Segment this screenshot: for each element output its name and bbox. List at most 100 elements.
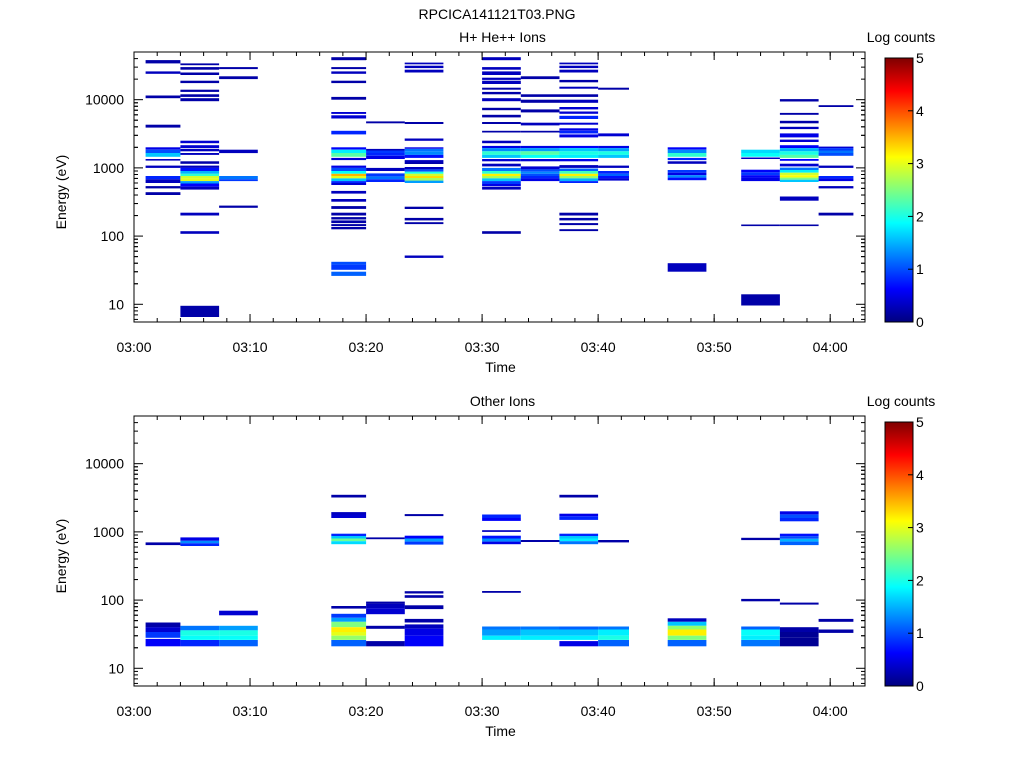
heatmap-cell — [331, 171, 367, 174]
heatmap-cell — [180, 89, 220, 92]
heatmap-cell — [779, 637, 819, 647]
heatmap-cell — [741, 224, 780, 227]
heatmap-cell — [559, 79, 599, 83]
colorbar-tick-label: 4 — [916, 103, 924, 119]
heatmap-cell — [331, 173, 367, 177]
heatmap-cell — [180, 171, 220, 174]
heatmap-cell — [366, 148, 405, 151]
heatmap-cell — [145, 149, 181, 154]
x-tick-label: 03:20 — [349, 703, 384, 719]
heatmap-cell — [779, 511, 819, 515]
heatmap-cell — [404, 178, 444, 181]
heatmap-cell — [331, 261, 367, 265]
heatmap-cell — [331, 96, 367, 100]
heatmap-cell — [598, 151, 629, 155]
heatmap-cell — [520, 166, 560, 170]
heatmap-cell — [180, 72, 220, 75]
heatmap-cell — [598, 148, 629, 152]
heatmap-cell — [366, 150, 405, 154]
heatmap-cell — [779, 112, 819, 115]
heatmap-cell — [598, 626, 629, 630]
heatmap-cell — [559, 178, 599, 182]
heatmap-cell — [331, 632, 367, 636]
heatmap-cell — [667, 170, 707, 173]
colorbar-tick-label: 3 — [916, 520, 924, 536]
heatmap-cell — [818, 148, 854, 151]
heatmap-cell — [598, 176, 629, 179]
heatmap-cell — [404, 591, 444, 594]
heatmap-cell — [779, 224, 819, 227]
heatmap-cell — [559, 86, 599, 89]
heatmap-cell — [520, 148, 560, 152]
heatmap-cell — [598, 145, 629, 149]
heatmap-cell — [559, 223, 599, 226]
heatmap-cell — [667, 621, 707, 626]
heatmap-cell — [779, 154, 819, 158]
heatmap-cell — [404, 222, 444, 225]
heatmap-cell — [404, 514, 444, 517]
heatmap-cell — [598, 165, 629, 168]
heatmap-cell — [180, 212, 220, 216]
heatmap-cell — [779, 126, 819, 130]
heatmap-cell — [779, 99, 819, 102]
colorbar-tick-label: 1 — [916, 261, 924, 277]
heatmap-cell — [559, 635, 599, 640]
heatmap-cell — [482, 173, 521, 177]
heatmap-cell — [366, 608, 405, 615]
heatmap-cell — [482, 626, 521, 630]
x-tick-label: 03:10 — [233, 703, 268, 719]
heatmap-cell — [667, 147, 707, 150]
heatmap-cell — [331, 512, 367, 515]
heatmap-cell — [667, 149, 707, 154]
heatmap-cell — [331, 153, 367, 157]
x-tick-label: 04:00 — [813, 703, 848, 719]
heatmap-cell — [404, 151, 444, 155]
y-axis-label: Energy (eV) — [53, 155, 69, 230]
heatmap-cell — [331, 147, 367, 150]
heatmap-cell — [559, 626, 599, 630]
heatmap-cell — [559, 513, 599, 517]
heatmap-cell — [520, 171, 560, 174]
heatmap-cell — [559, 171, 599, 174]
heatmap-cell — [219, 76, 258, 80]
heatmap-cell — [219, 630, 258, 636]
heatmap-cell — [520, 94, 560, 97]
heatmap-cell — [520, 99, 560, 103]
heatmap-cell — [366, 153, 405, 156]
heatmap-cell — [741, 149, 780, 154]
heatmap-cell — [366, 537, 405, 540]
heatmap-cell — [404, 628, 444, 636]
y-tick-label: 1000 — [93, 160, 124, 176]
heatmap-cell — [404, 154, 444, 158]
heatmap-cell — [331, 212, 367, 216]
heatmap-cell — [741, 640, 780, 647]
heatmap-cells — [145, 57, 854, 317]
heatmap-cell — [145, 165, 181, 168]
heatmap-cell — [741, 177, 780, 182]
heatmap-cell — [482, 57, 521, 61]
heatmap-cell — [331, 220, 367, 224]
heatmap-cell — [482, 114, 521, 118]
heatmap-cell — [520, 540, 560, 542]
heatmap-cell — [180, 181, 220, 184]
heatmap-cell — [779, 632, 819, 638]
y-axis-label: Energy (eV) — [53, 519, 69, 594]
heatmap-cell — [180, 176, 220, 179]
heatmap-cell — [482, 151, 521, 155]
heatmap-cell — [180, 153, 220, 155]
heatmap-cell — [559, 154, 599, 158]
heatmap-cell — [404, 624, 444, 629]
heatmap-cell — [404, 635, 444, 647]
heatmap-cell — [779, 541, 819, 546]
heatmap-cell — [331, 264, 367, 270]
heatmap-cell — [482, 181, 521, 184]
heatmap-cell — [331, 130, 367, 135]
heatmap-cell — [482, 107, 521, 111]
heatmap-cell — [482, 87, 521, 90]
heatmap-cell — [818, 186, 854, 189]
figure-title: RPCICA141121T03.PNG — [419, 6, 576, 22]
heatmap-cell — [404, 167, 444, 170]
heatmap-cell — [145, 542, 181, 546]
heatmap-cell — [559, 148, 599, 152]
